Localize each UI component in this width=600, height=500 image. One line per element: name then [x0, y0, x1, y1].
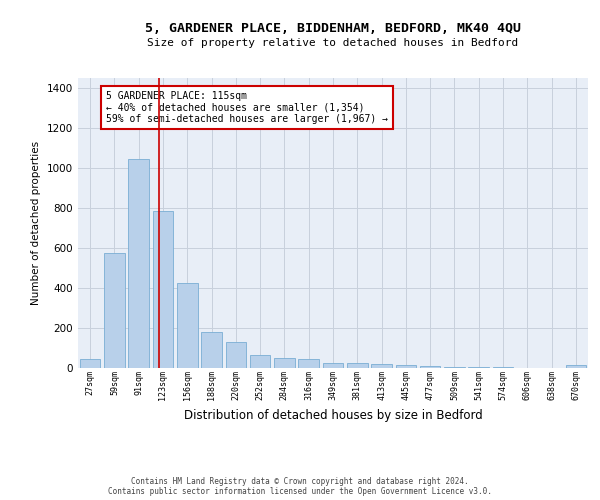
Text: Size of property relative to detached houses in Bedford: Size of property relative to detached ho…	[148, 38, 518, 48]
Bar	[395, 364, 416, 368]
Bar	[201, 332, 222, 368]
Bar	[420, 366, 440, 368]
Bar	[566, 364, 586, 368]
Bar	[323, 362, 343, 368]
Bar	[226, 342, 246, 367]
Bar	[347, 362, 368, 368]
Bar	[298, 358, 319, 368]
Bar	[177, 282, 197, 368]
Y-axis label: Number of detached properties: Number of detached properties	[31, 140, 41, 304]
Bar	[152, 210, 173, 368]
X-axis label: Distribution of detached houses by size in Bedford: Distribution of detached houses by size …	[184, 408, 482, 422]
Bar	[80, 358, 100, 368]
Bar	[274, 358, 295, 368]
Bar	[104, 252, 125, 368]
Bar	[371, 364, 392, 368]
Bar	[128, 158, 149, 368]
Text: 5, GARDENER PLACE, BIDDENHAM, BEDFORD, MK40 4QU: 5, GARDENER PLACE, BIDDENHAM, BEDFORD, M…	[145, 22, 521, 36]
Bar	[444, 366, 465, 368]
Text: Contains HM Land Registry data © Crown copyright and database right 2024.
Contai: Contains HM Land Registry data © Crown c…	[108, 476, 492, 496]
Text: 5 GARDENER PLACE: 115sqm
← 40% of detached houses are smaller (1,354)
59% of sem: 5 GARDENER PLACE: 115sqm ← 40% of detach…	[106, 90, 388, 124]
Bar	[250, 354, 271, 368]
